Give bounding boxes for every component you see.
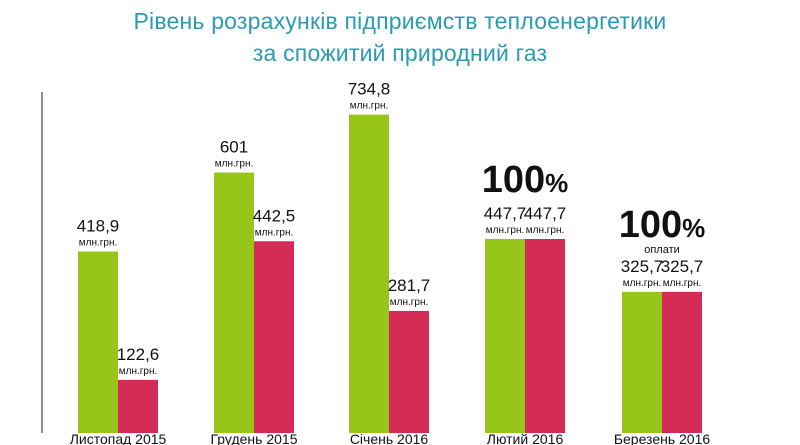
data-label-value-1-3: 447,7 — [524, 204, 567, 223]
bar-red-1 — [254, 241, 294, 433]
data-label-unit-1-1: млн.грн. — [255, 227, 294, 238]
data-label-unit-1-2: млн.грн. — [390, 297, 429, 308]
data-label-value-0-4: 325,7 — [621, 257, 664, 276]
data-label-unit-0-3: млн.грн. — [486, 225, 525, 236]
data-label-value-1-1: 442,5 — [253, 206, 296, 225]
data-label-unit-0-4: млн.грн. — [623, 278, 662, 289]
x-tick-label-3: Лютий 2016 — [487, 431, 564, 445]
data-label-value-1-2: 281,7 — [388, 276, 431, 295]
annotation-percent-0: 100% — [482, 159, 569, 201]
data-label-value-0-1: 601 — [220, 138, 248, 157]
data-label-value-1-0: 122,6 — [117, 345, 160, 364]
x-tick-label-1: Грудень 2015 — [211, 431, 298, 445]
bar-red-2 — [389, 310, 429, 433]
x-tick-label-0: Листопад 2015 — [70, 431, 167, 445]
chart-title-line-1: Рівень розрахунків підприємств теплоенер… — [133, 8, 667, 34]
data-label-unit-0-2: млн.грн. — [350, 101, 389, 112]
bar-green-4 — [622, 291, 662, 433]
bar-red-3 — [525, 238, 565, 433]
bar-green-2 — [349, 114, 389, 433]
chart-title-line-2: за спожитий природний газ — [252, 40, 548, 66]
x-tick-label-2: Січень 2016 — [350, 431, 429, 445]
data-label-unit-0-1: млн.грн. — [215, 159, 254, 170]
bar-green-3 — [485, 238, 525, 433]
data-label-value-1-4: 325,7 — [661, 257, 704, 276]
data-label-value-0-2: 734,8 — [348, 80, 391, 99]
data-label-value-0-3: 447,7 — [484, 204, 527, 223]
bar-red-0 — [118, 379, 158, 433]
data-label-unit-1-3: млн.грн. — [526, 225, 565, 236]
x-tick-label-4: Березень 2016 — [614, 431, 711, 445]
annotation-caption-1: оплати — [644, 244, 680, 256]
data-label-unit-1-0: млн.грн. — [119, 366, 158, 377]
annotation-percent-1: 100% — [619, 204, 706, 246]
bar-green-1 — [214, 172, 254, 434]
bar-green-0 — [78, 251, 118, 433]
data-label-value-0-0: 418,9 — [77, 216, 120, 235]
data-label-unit-1-4: млн.грн. — [663, 278, 702, 289]
data-label-unit-0-0: млн.грн. — [79, 237, 118, 248]
bar-red-4 — [662, 291, 702, 433]
